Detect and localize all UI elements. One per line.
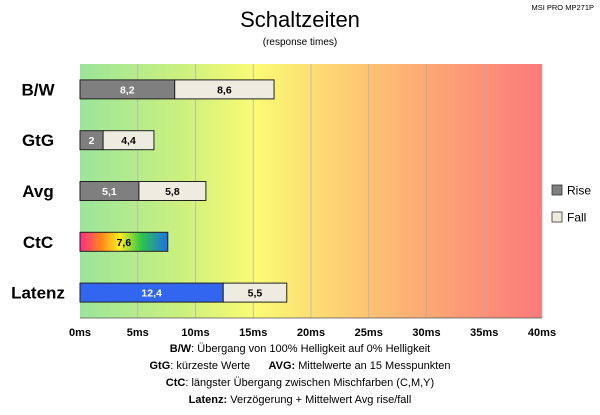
- chart-title: Schaltzeiten: [240, 7, 360, 32]
- footer-line-gtg-avg: GtG: kürzeste Werte AVG: Mittelwerte an …: [0, 358, 600, 375]
- x-tick-label: 25ms: [355, 327, 383, 339]
- x-tick-label: 20ms: [297, 327, 325, 339]
- footer-line-bw: B/W: Übergang von 100% Helligkeit auf 0%…: [0, 341, 600, 358]
- bar: [174, 79, 275, 100]
- legend-label: Rise: [567, 184, 591, 198]
- x-tick-label: 15ms: [239, 327, 267, 339]
- data-label: 4,4: [121, 135, 136, 147]
- bar: [222, 282, 288, 303]
- data-label: 5,1: [102, 186, 117, 198]
- data-label: 8,2: [120, 84, 135, 96]
- footer-line-ctc: CtC: längster Übergang zwischen Mischfar…: [0, 375, 600, 392]
- legend-swatch: [551, 211, 563, 223]
- data-label: 7,6: [117, 237, 132, 249]
- footer-text-ctc: : längster Übergang zwischen Mischfarben…: [185, 377, 435, 389]
- bar: [79, 231, 169, 252]
- footer-key-gtg: GtG: [149, 360, 171, 372]
- x-tick-label: 10ms: [181, 327, 209, 339]
- category-label: Latenz: [11, 284, 65, 303]
- data-label: 5,8: [165, 186, 180, 198]
- data-label: 12,4: [141, 288, 162, 300]
- legend-label: Fall: [567, 211, 586, 225]
- x-tick-label: 35ms: [470, 327, 498, 339]
- footer-key-ctc: CtC: [165, 377, 186, 389]
- x-tick-label: 30ms: [412, 327, 440, 339]
- bars: 8,2 8,6 2 4,4 5,1 5,8 7,6 12,4 5,5: [79, 79, 288, 303]
- category-label: GtG: [22, 131, 54, 150]
- footer-key-avg: AVG:: [268, 360, 296, 372]
- category-label: Avg: [22, 182, 54, 201]
- bar: [138, 181, 207, 201]
- gridlines: [137, 64, 543, 318]
- footer-text-bw: : Übergang von 100% Helligkeit auf 0% He…: [191, 343, 431, 355]
- category-label: B/W: [21, 80, 55, 99]
- footer-line-latenz: Latenz: Verzögerung + Mittelwert Avg ris…: [0, 392, 600, 409]
- footer-notes: B/W: Übergang von 100% Helligkeit auf 0%…: [0, 341, 600, 409]
- bar: [102, 130, 155, 151]
- model-label: MSI PRO MP271P: [531, 3, 594, 12]
- legend: Rise Fall: [551, 184, 591, 225]
- x-tick-label: 40ms: [528, 327, 556, 339]
- x-tick-label: 5ms: [127, 327, 149, 339]
- category-labels: B/W GtG Avg CtC Latenz: [11, 80, 65, 302]
- footer-text-latenz: Verzögerung + Mittelwert Avg rise/fall: [227, 394, 412, 406]
- data-label: 5,5: [248, 288, 263, 300]
- data-label: 2: [89, 135, 95, 147]
- category-label: CtC: [23, 233, 53, 252]
- legend-swatch: [551, 184, 563, 196]
- footer-key-bw: B/W: [169, 343, 192, 355]
- footer-text-avg: Mittelwerte an 15 Messpunkten: [295, 360, 451, 372]
- chart-subtitle: (response times): [263, 37, 337, 48]
- x-tick-label: 0ms: [69, 327, 91, 339]
- tick-labels: 0ms 5ms 10ms 15ms 20ms 25ms 30ms 35ms 40ms: [69, 327, 556, 339]
- footer-text-gtg: : kürzeste Werte: [170, 360, 251, 372]
- data-label: 8,6: [217, 84, 232, 96]
- footer-key-latenz: Latenz:: [188, 394, 228, 406]
